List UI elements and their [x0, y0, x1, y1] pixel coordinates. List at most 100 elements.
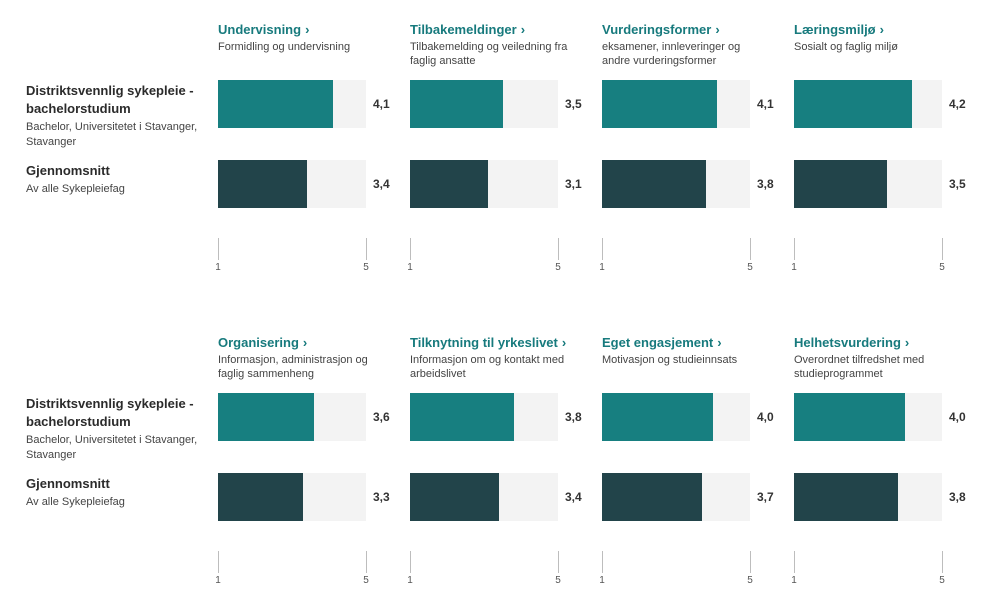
bar-program — [410, 393, 514, 441]
bar-track-program — [410, 393, 558, 441]
chevron-right-icon: › — [879, 22, 884, 37]
chart-panel-organisering: Organisering › Informasjon, administrasjon… — [215, 335, 398, 595]
axis-tick — [750, 551, 751, 573]
chart-title-link[interactable]: Eget engasjement › — [602, 335, 782, 351]
bar-value-average: 3,8 — [949, 490, 966, 504]
chart-title: Læringsmiljø — [794, 22, 876, 37]
chart-title-link[interactable]: Tilbakemeldinger › — [410, 22, 590, 38]
bar-track-program — [794, 393, 942, 441]
chart-subtitle: Overordnet tilfredshet med studieprogram… — [794, 354, 925, 380]
chart-title-link[interactable]: Organisering › — [218, 335, 398, 351]
chart-title: Tilbakemeldinger — [410, 22, 517, 37]
axis-tick-label: 5 — [939, 575, 945, 586]
chart-subtitle: Tilbakemelding og veiledning fra faglig … — [410, 41, 568, 67]
bar-value-average: 3,4 — [373, 177, 390, 191]
axis-tick-label: 1 — [791, 575, 797, 586]
axis-tick — [942, 238, 943, 260]
chevron-right-icon: › — [715, 22, 720, 37]
axis-tick — [750, 238, 751, 260]
bar-track-program — [218, 393, 366, 441]
chart-subtitle: Informasjon, administrasjon og faglig sa… — [218, 354, 368, 380]
axis-tick-label: 5 — [939, 262, 945, 273]
bar-program — [794, 80, 912, 128]
row-label-average: Gjennomsnitt Av alle Sykepleiefag — [26, 475, 206, 510]
axis-tick-label: 1 — [599, 575, 605, 586]
axis-tick-label: 5 — [555, 262, 561, 273]
bar-average — [218, 160, 307, 208]
bar-track-program — [410, 80, 558, 128]
bar-track-program — [794, 80, 942, 128]
axis-tick-label: 5 — [363, 575, 369, 586]
bar-value-program: 3,8 — [565, 410, 582, 424]
axis-tick-label: 1 — [407, 575, 413, 586]
chevron-right-icon: › — [561, 335, 567, 350]
axis-tick — [410, 238, 411, 260]
bar-track-program — [218, 80, 366, 128]
axis-tick-label: 5 — [747, 575, 753, 586]
bar-value-program: 4,0 — [757, 410, 774, 424]
bar-average — [602, 160, 706, 208]
average-name: Gjennomsnitt — [26, 163, 110, 178]
bar-program — [794, 393, 905, 441]
bar-value-program: 4,1 — [373, 97, 390, 111]
bar-program — [410, 80, 503, 128]
program-name: Distriktsvennlig sykepleie - bachelorstu… — [26, 396, 194, 429]
chart-title-link[interactable]: Læringsmiljø › — [794, 22, 974, 38]
chart-subtitle: Motivasjon og studieinnsats — [602, 354, 738, 366]
bar-value-average: 3,1 — [565, 177, 582, 191]
average-subtitle: Av alle Sykepleiefag — [26, 496, 125, 508]
axis-tick — [558, 238, 559, 260]
program-name: Distriktsvennlig sykepleie - bachelorstu… — [26, 83, 194, 116]
bar-value-average: 3,8 — [757, 177, 774, 191]
axis-tick-label: 1 — [791, 262, 797, 273]
chart-panel-helhetsvurdering: Helhetsvurdering › Overordnet tilfredshet … — [791, 335, 974, 595]
bar-track-program — [602, 80, 750, 128]
bar-value-program: 4,1 — [757, 97, 774, 111]
bar-program — [218, 80, 333, 128]
axis-tick-label: 1 — [215, 575, 221, 586]
bar-average — [794, 160, 887, 208]
axis-tick — [218, 238, 219, 260]
chart-title-link[interactable]: Undervisning › — [218, 22, 398, 38]
average-name: Gjennomsnitt — [26, 476, 110, 491]
chart-title: Organisering — [218, 335, 299, 350]
chart-title: Eget engasjement — [602, 335, 714, 350]
bar-value-average: 3,7 — [757, 490, 774, 504]
bar-track-average — [794, 473, 942, 521]
chart-title-link[interactable]: Tilknytning til yrkeslivet › — [410, 335, 590, 351]
chart-panel-laeringsmiljo: Læringsmiljø › Sosialt og faglig miljø 4,2 3… — [791, 22, 974, 282]
axis-tick — [410, 551, 411, 573]
axis-tick-label: 1 — [215, 262, 221, 273]
chevron-right-icon: › — [520, 22, 526, 37]
axis-tick-label: 5 — [363, 262, 369, 273]
chart-title-link[interactable]: Vurderingsformer › — [602, 22, 782, 38]
axis-tick — [558, 551, 559, 573]
bar-track-average — [602, 473, 750, 521]
bar-program — [602, 393, 713, 441]
axis-tick-label: 5 — [747, 262, 753, 273]
chevron-right-icon: › — [717, 335, 722, 350]
axis-tick — [942, 551, 943, 573]
bar-value-program: 3,5 — [565, 97, 582, 111]
row-label-program: Distriktsvennlig sykepleie - bachelorstu… — [26, 82, 206, 150]
bar-average — [410, 160, 488, 208]
chevron-right-icon: › — [904, 335, 910, 350]
chart-title-link[interactable]: Helhetsvurdering › — [794, 335, 974, 351]
bar-value-program: 4,0 — [949, 410, 966, 424]
axis-tick — [366, 238, 367, 260]
chart-panel-tilknytning-til-yrkeslivet: Tilknytning til yrkeslivet › Informasjon o… — [407, 335, 590, 595]
axis-tick-label: 1 — [599, 262, 605, 273]
axis-tick — [794, 551, 795, 573]
bar-track-average — [794, 160, 942, 208]
chart-panel-vurderingsformer: Vurderingsformer › eksamener, innleveringe… — [599, 22, 782, 282]
chevron-right-icon: › — [302, 335, 308, 350]
chart-title: Tilknytning til yrkeslivet — [410, 335, 558, 350]
bar-track-average — [602, 160, 750, 208]
bar-track-average — [410, 473, 558, 521]
bar-track-average — [218, 473, 366, 521]
